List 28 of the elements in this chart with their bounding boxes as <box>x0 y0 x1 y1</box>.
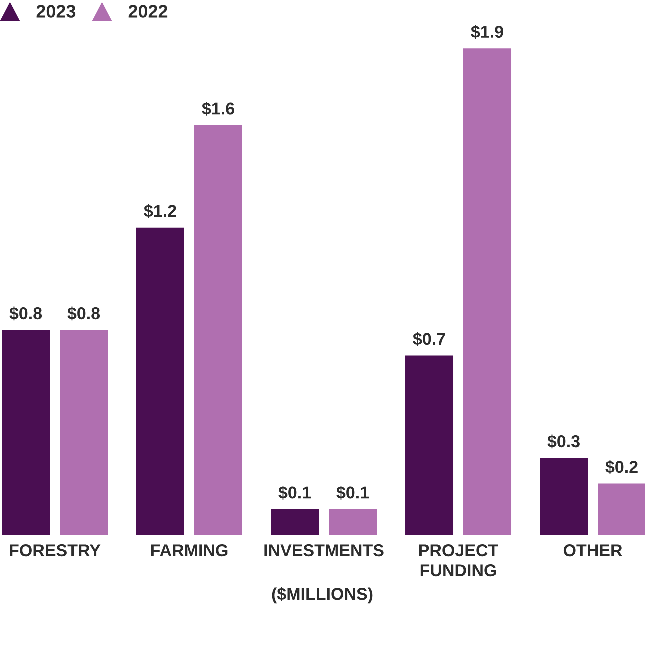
bar <box>60 330 108 535</box>
data-label: $0.2 <box>606 460 638 474</box>
data-label: $1.9 <box>471 25 504 40</box>
data-label: $0.3 <box>548 434 580 449</box>
bar <box>329 509 378 535</box>
bar <box>406 356 454 535</box>
bar <box>464 48 512 535</box>
bar <box>194 125 243 535</box>
data-label: $1.6 <box>202 102 234 116</box>
data-label: $0.1 <box>278 486 312 500</box>
data-label: $0.7 <box>413 332 446 346</box>
x-tick-label: FARMING <box>151 544 228 557</box>
bar <box>540 458 588 535</box>
data-label: $0.8 <box>10 306 42 321</box>
x-tick-label: INVESTMENTS <box>264 544 384 557</box>
bar <box>136 228 184 535</box>
x-axis-title: ($MILLIONS) <box>272 587 373 604</box>
data-label: $1.2 <box>144 204 176 218</box>
data-label: $0.8 <box>68 306 100 321</box>
x-tick-label: OTHER <box>564 544 622 557</box>
bar <box>2 330 50 535</box>
legend-label: 2023 <box>36 5 76 18</box>
legend-label: 2022 <box>128 5 168 18</box>
bar <box>271 509 320 535</box>
data-label: $0.1 <box>336 486 370 500</box>
bar <box>598 484 645 535</box>
x-tick-label: PROJECT FUNDING <box>420 544 498 577</box>
x-tick-label: FORESTRY <box>10 544 101 557</box>
